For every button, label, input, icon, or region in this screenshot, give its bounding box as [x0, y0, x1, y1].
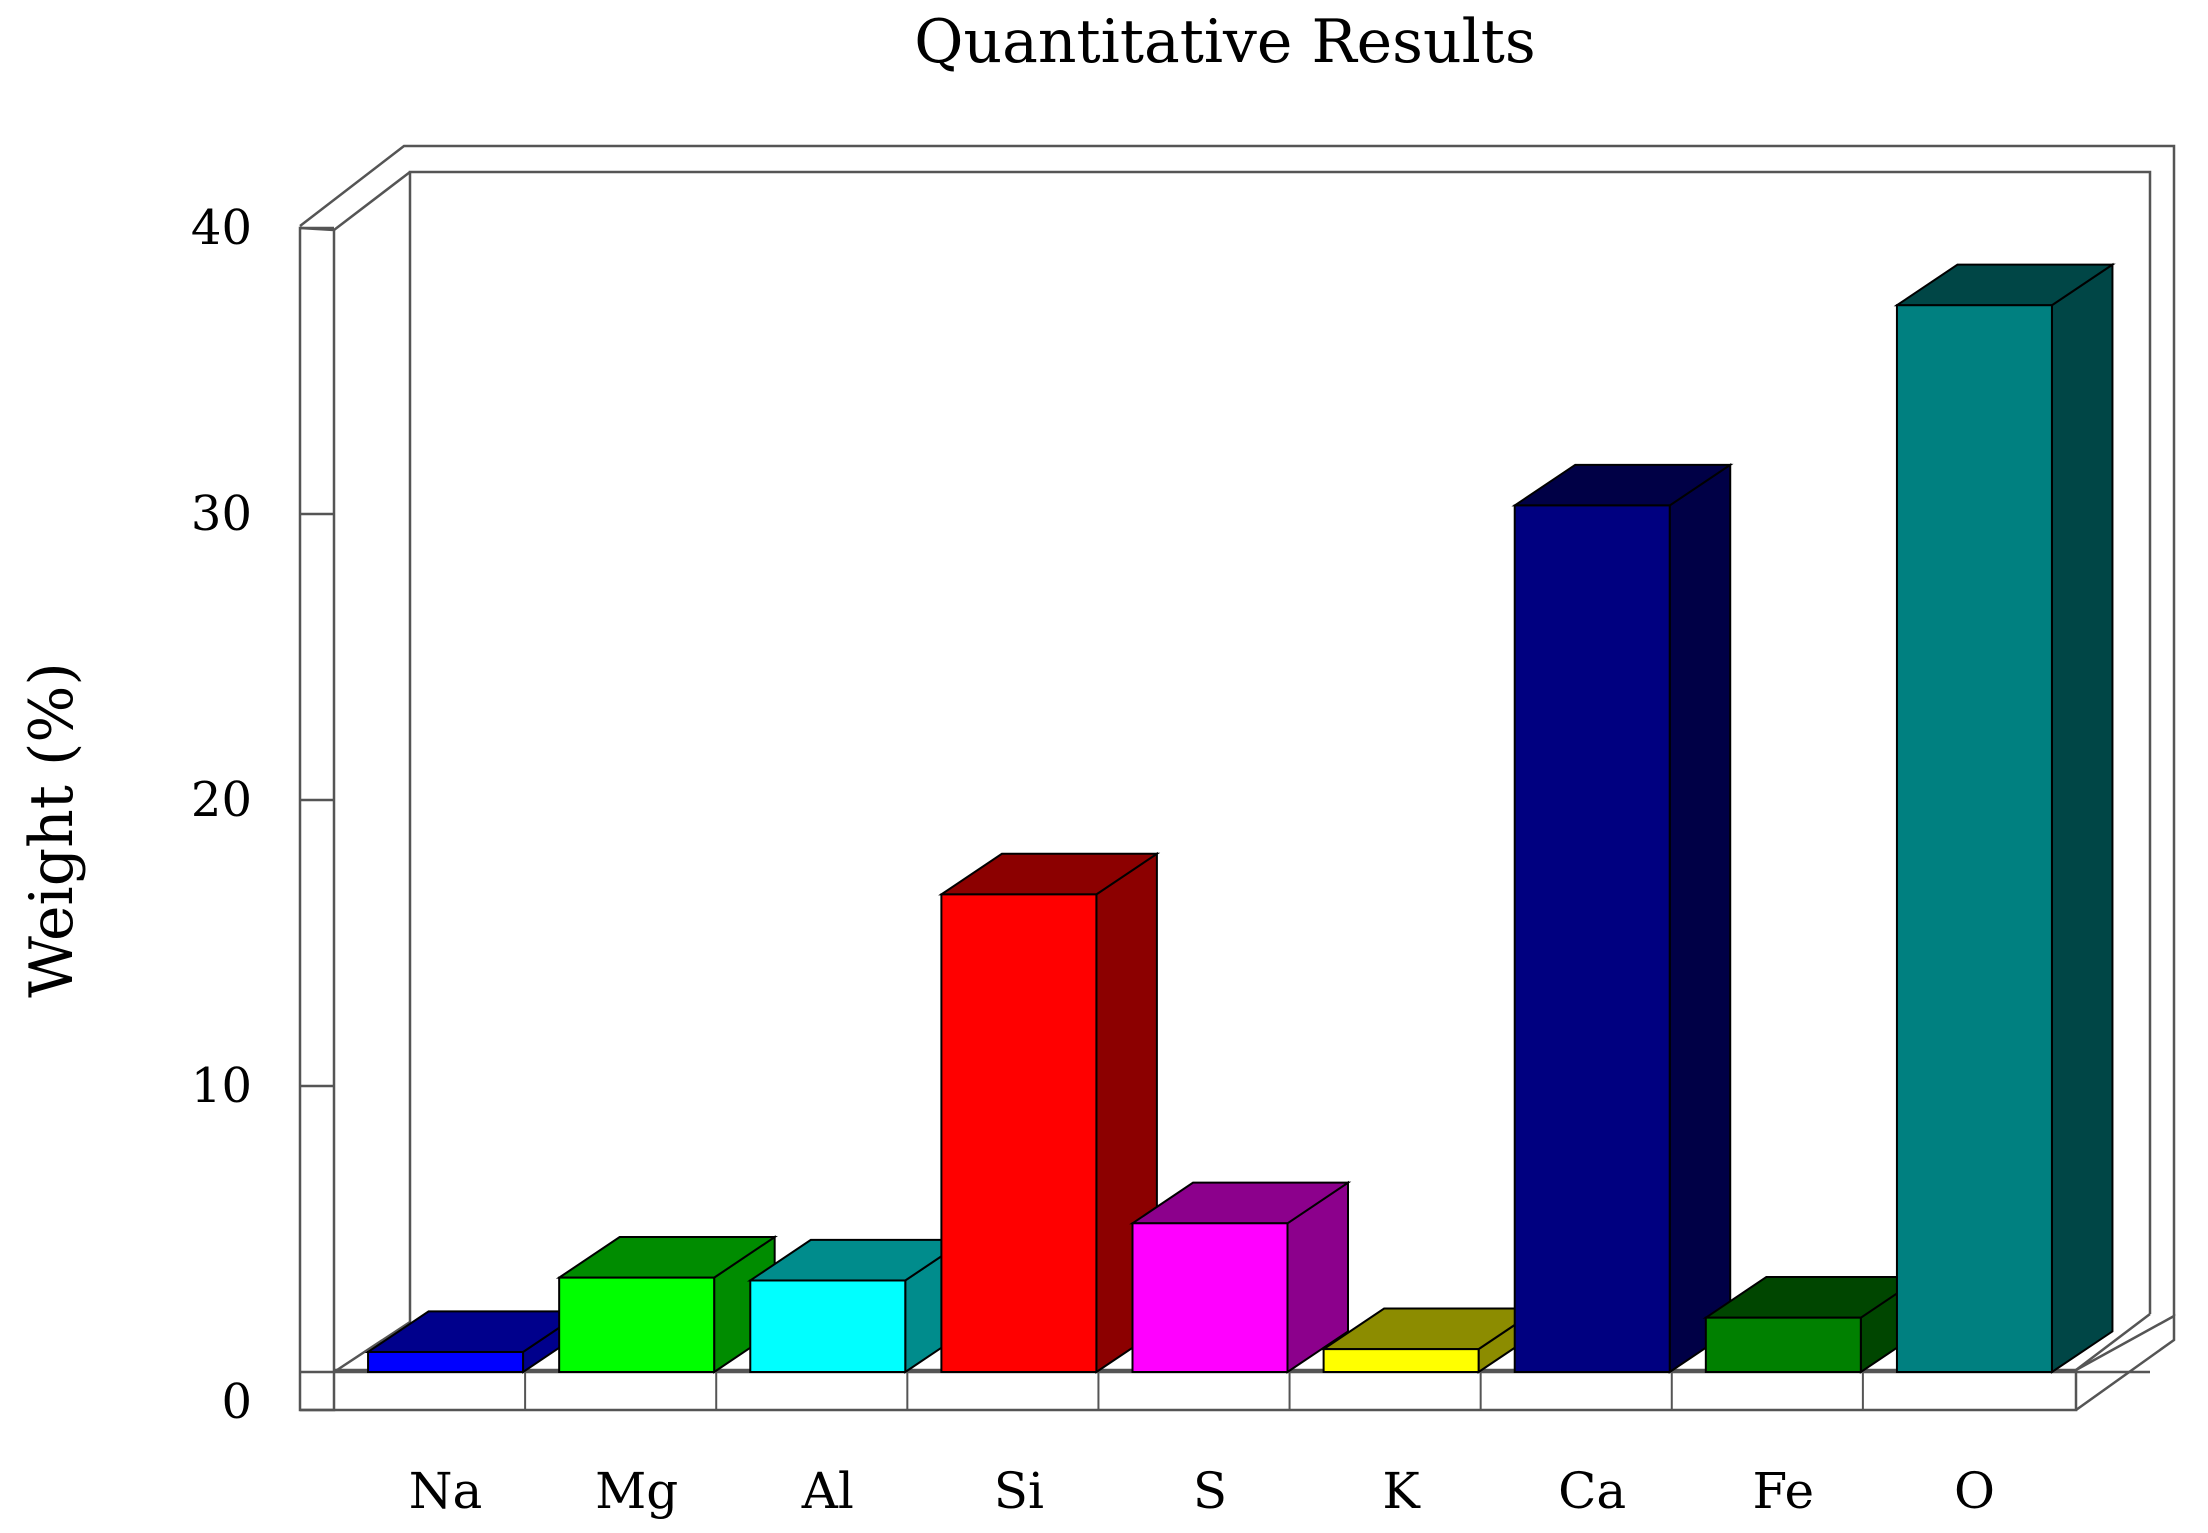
x-category-label: Al	[801, 1462, 854, 1520]
y-tick-label: 0	[221, 1374, 252, 1430]
bar-front-face	[1131, 1222, 1289, 1374]
y-tick-label: 10	[191, 1058, 252, 1114]
x-category-label: K	[1382, 1462, 1421, 1520]
floor-front	[300, 1368, 2078, 1412]
bar-series	[364, 262, 2116, 1374]
bar-mg	[555, 1235, 778, 1374]
left-wall-base	[333, 1320, 411, 1374]
bar-front-face	[558, 1276, 716, 1373]
bar-al	[746, 1238, 970, 1374]
y-axis-ticks: 0 10 20 30 40	[191, 200, 334, 1430]
x-category-label: Mg	[595, 1462, 678, 1520]
bar-front-face	[749, 1279, 907, 1373]
bar-front-face	[1895, 304, 2053, 1374]
left-wall	[298, 226, 336, 1412]
bar-k	[1320, 1306, 1543, 1374]
chart-title: Quantitative Results	[914, 7, 1535, 77]
bar-fe	[1702, 1275, 1925, 1374]
back-wall-outline	[299, 144, 2176, 1316]
x-category-label: S	[1193, 1462, 1227, 1520]
y-tick-label: 20	[191, 772, 252, 828]
y-tick-label: 30	[191, 486, 252, 542]
x-category-label: Si	[994, 1462, 1044, 1520]
bar-si	[938, 851, 1161, 1374]
bar-ca	[1511, 462, 1734, 1374]
back-wall	[408, 170, 2152, 1370]
bar-front-face	[940, 893, 1098, 1373]
x-category-label: O	[1954, 1462, 1995, 1520]
bar-front-face	[367, 1350, 525, 1373]
bar-side-face	[1668, 462, 1732, 1374]
x-category-label: Na	[409, 1462, 483, 1520]
bar-front-face	[1704, 1316, 1862, 1374]
bar-front-face	[1513, 504, 1671, 1374]
x-axis-categories: Na Mg Al Si S K Ca Fe O	[409, 1372, 1995, 1520]
left-wall-top	[333, 171, 411, 231]
floor-side	[2075, 1313, 2176, 1412]
bar-side-face	[2050, 262, 2114, 1374]
bar-o	[1893, 262, 2116, 1374]
floor-back-edge	[2075, 1313, 2151, 1371]
bar-front-face	[1322, 1348, 1480, 1373]
x-category-label: Fe	[1753, 1462, 1815, 1520]
bar-na	[364, 1309, 587, 1374]
y-tick-label: 40	[191, 200, 252, 256]
y-axis-label: Weight (%)	[17, 662, 87, 998]
x-category-label: Ca	[1558, 1462, 1626, 1520]
bar-s	[1129, 1180, 1352, 1374]
